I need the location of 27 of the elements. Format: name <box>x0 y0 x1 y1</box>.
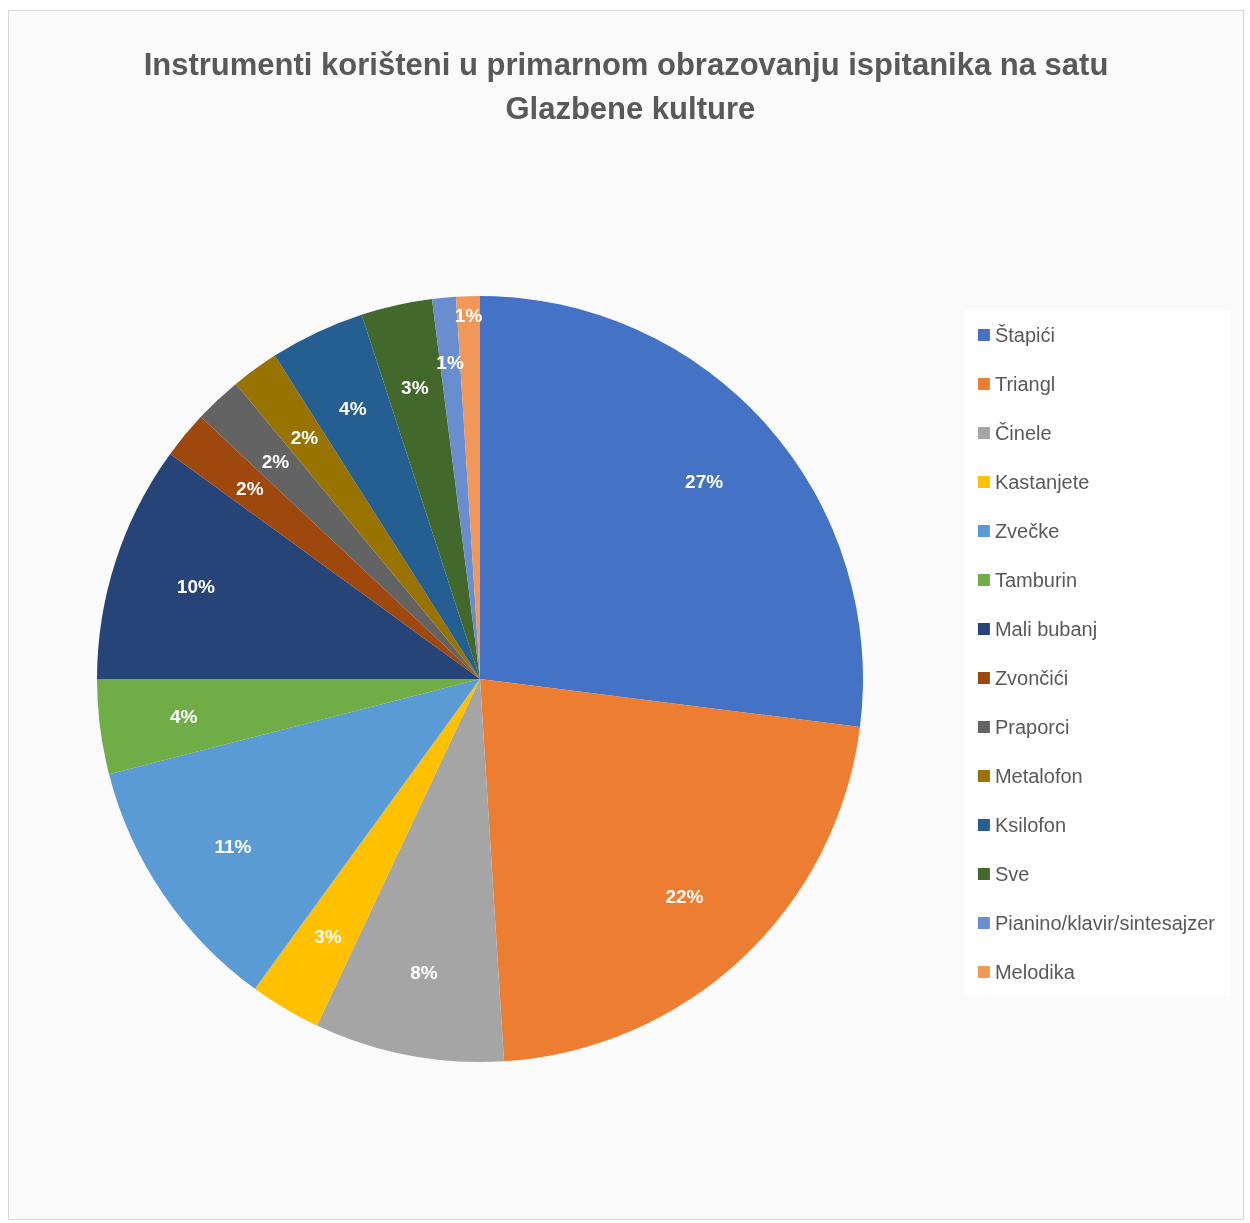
chart-title: Instrumenti korišteni u primarnom obrazovanju ispitanika na satu Glazbene kulture <box>143 46 1109 126</box>
legend-label: Sve <box>994 863 1030 885</box>
data-label: 3% <box>314 925 342 947</box>
data-label: 4% <box>169 705 198 727</box>
data-label: 4% <box>339 398 367 420</box>
data-label: 2% <box>261 450 290 472</box>
data-label: 11% <box>214 836 252 858</box>
data-label: 2% <box>236 478 264 500</box>
legend-label: Zvečke <box>994 520 1060 542</box>
legend-label: Štapići <box>994 324 1055 346</box>
legend-label: Zvončići <box>994 667 1069 689</box>
data-label: 22% <box>665 886 704 908</box>
data-label: 3% <box>401 376 429 398</box>
legend-label: Praporci <box>994 716 1070 738</box>
data-label: 27% <box>685 470 724 492</box>
legend-label: Mali bubanj <box>994 618 1098 640</box>
legend-label: Metalofon <box>994 765 1083 787</box>
data-label: 8% <box>410 961 438 983</box>
legend-label: Melodika <box>994 961 1076 983</box>
legend-label: Kastanjete <box>994 471 1090 493</box>
data-label: 10% <box>176 576 215 598</box>
legend-label: Triangl <box>994 373 1056 395</box>
legend-label: Ksilofon <box>994 814 1067 836</box>
legend-label: Činele <box>994 422 1052 444</box>
legend-label: Tamburin <box>994 569 1078 591</box>
legend-label: Pianino/klavir/sintesajzer <box>994 912 1216 934</box>
data-label: 2% <box>290 426 319 448</box>
